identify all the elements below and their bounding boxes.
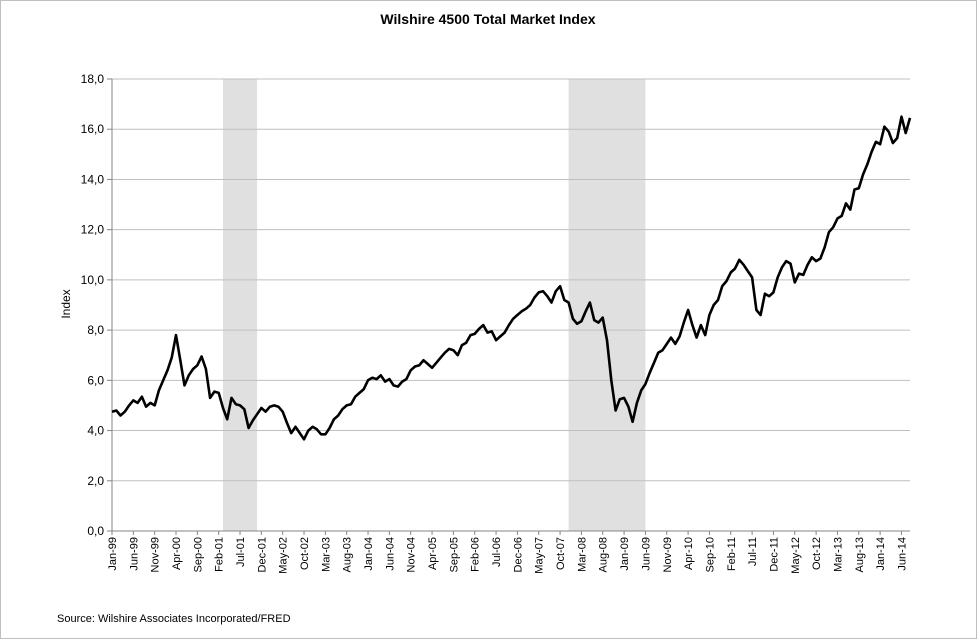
x-tick-label: Oct-02 [299,537,311,570]
x-tick-label: Nov-04 [406,537,418,572]
x-tick-label: Jan-09 [619,537,631,571]
y-tick-label: 8,0 [87,323,104,337]
y-tick-label: 2,0 [87,474,104,488]
x-tick-label: Jan-04 [363,537,375,571]
recession-band-2 [568,79,646,531]
x-tick-label: Jul-11 [747,537,759,566]
x-tick-label: Jun-09 [640,537,652,571]
y-tick-label: 10,0 [81,273,105,287]
y-tick-labels: 0,0 2,0 4,0 6,0 8,0 10,0 12,0 14,0 16,0 18,0 [81,72,105,538]
x-tick-label: Mar-08 [576,537,588,572]
x-tick-label: Dec-01 [256,537,268,572]
x-tick-label: Jul-01 [235,537,247,567]
x-tick-label: Jan-99 [107,537,119,571]
x-tick-label: Sep-00 [192,537,204,572]
y-tick-label: 6,0 [87,373,104,387]
x-tick-label: Sep-10 [704,537,716,572]
recession-shading-group [222,79,646,531]
x-tick-label: Aug-08 [598,537,610,572]
x-tick-label: Dec-11 [768,537,780,572]
x-tick-label: May-02 [278,537,290,574]
y-tick-label: 18,0 [81,72,105,86]
recession-band-1 [222,79,258,531]
x-tick-label: May-12 [790,537,802,574]
x-tick-label: Apr-10 [683,537,695,570]
y-tick-label: 0,0 [87,524,104,538]
y-tick-label: 4,0 [87,424,104,438]
x-tick-labels: Jan-99 Jun-99 Nov-99 Apr-00 Sep-00 Feb-01 Jul-… [107,531,908,574]
x-tick-label: Dec-06 [512,537,524,572]
y-tick-label: 12,0 [81,223,105,237]
x-tick-label: Feb-01 [214,537,226,572]
source-note: Source: Wilshire Associates Incorporated… [57,613,291,625]
x-tick-label: Oct-12 [811,537,823,570]
x-tick-label: Jun-04 [384,537,396,571]
x-tick-label: Apr-00 [171,537,183,570]
x-tick-label: Feb-11 [726,537,738,571]
x-tick-label: Aug-03 [342,537,354,572]
x-tick-label: Nov-09 [662,537,674,572]
x-tick-label: Jun-14 [896,537,908,571]
y-tick-label: 16,0 [81,122,105,136]
x-tick-label: Apr-05 [427,537,439,570]
series-line [111,115,912,441]
x-tick-label: Aug-13 [854,537,866,572]
chart-title: Wilshire 4500 Total Market Index [380,11,595,27]
axes-group [111,79,910,532]
y-tick-label: 14,0 [81,172,105,186]
y-axis-label: Index [59,289,73,318]
x-tick-label: Jun-99 [128,537,140,571]
x-tick-label: Jan-14 [875,537,887,571]
x-tick-label: May-07 [534,537,546,574]
x-tick-label: Mar-03 [320,537,332,572]
series-group [111,115,912,441]
x-tick-label: Nov-99 [150,537,162,572]
gridlines-group [107,78,910,532]
x-tick-label: Feb-06 [470,537,482,572]
x-tick-label: Jul-06 [491,537,503,567]
x-tick-label: Mar-13 [832,537,844,572]
x-tick-label: Sep-05 [448,537,460,572]
x-tick-label: Oct-07 [555,537,567,570]
